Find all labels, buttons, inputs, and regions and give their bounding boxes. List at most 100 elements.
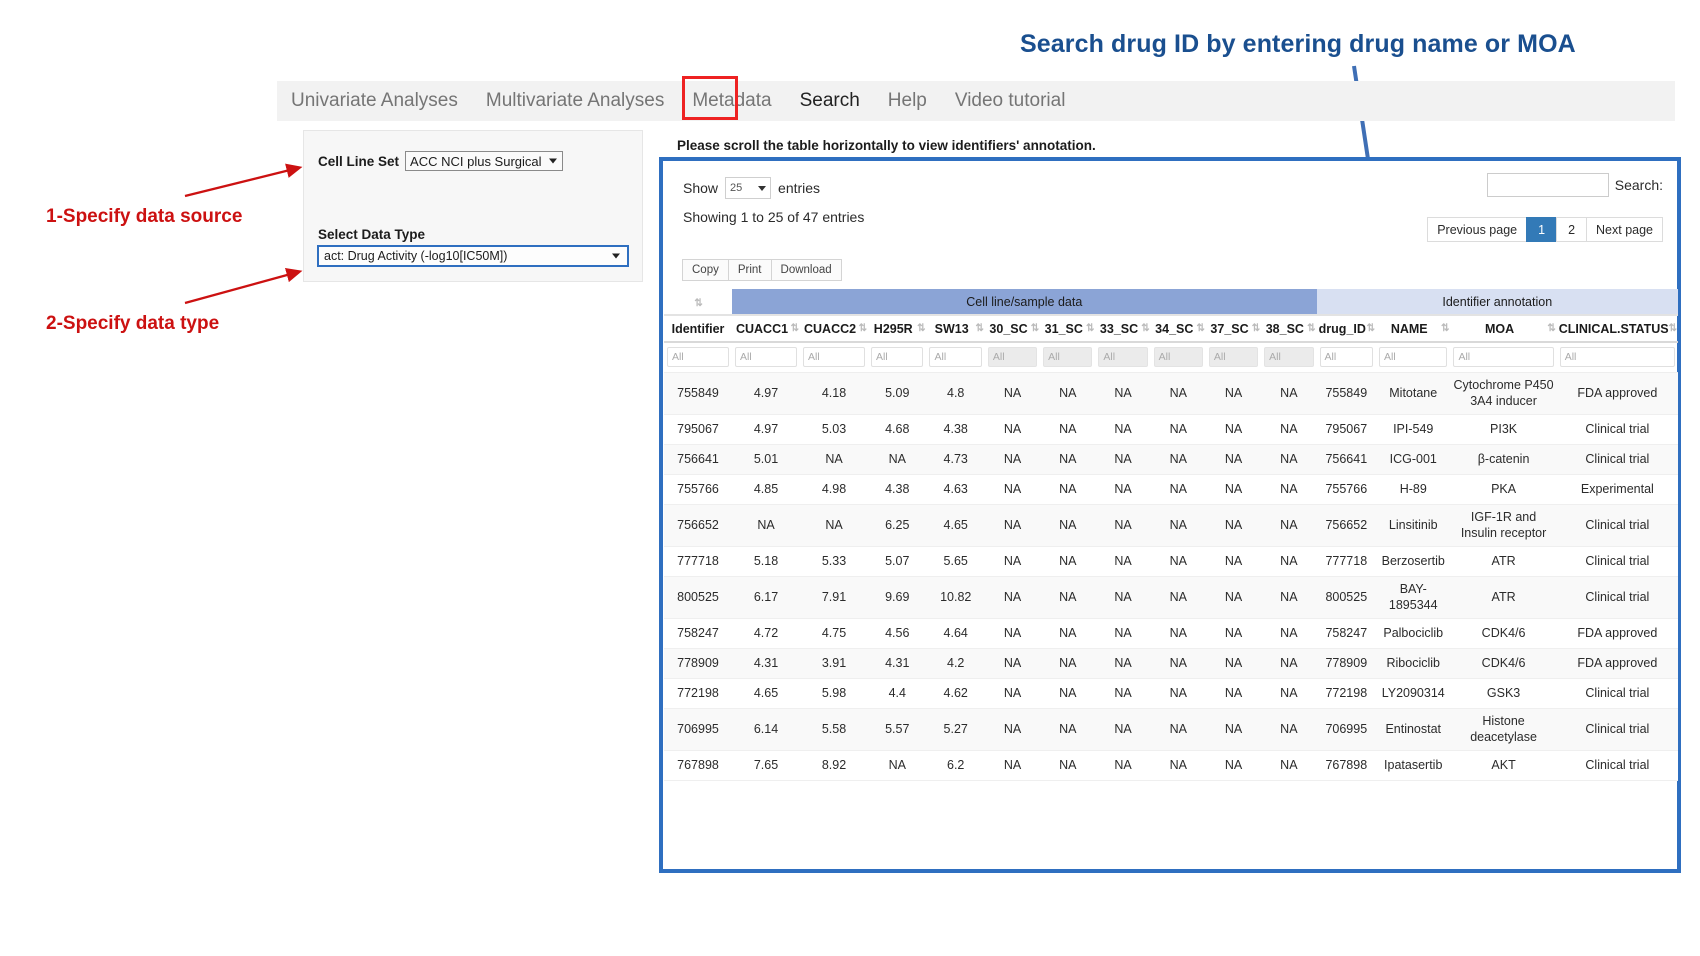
next-page-button[interactable]: Next page: [1586, 217, 1663, 242]
filter-input-31-sc[interactable]: All: [1043, 347, 1093, 368]
cell-cuacc2: 7.91: [800, 576, 869, 619]
cell-h295r: 4.38: [868, 474, 927, 505]
column-header-name[interactable]: NAME ⇅: [1376, 315, 1451, 343]
column-header-drug-id[interactable]: drug_ID ⇅: [1316, 315, 1377, 343]
cell-moa: ATR: [1450, 546, 1557, 577]
column-header-identifier[interactable]: Identifier: [664, 315, 733, 343]
nav-item-help[interactable]: Help: [887, 90, 927, 111]
showing-entries-info: Showing 1 to 25 of 47 entries: [683, 209, 865, 225]
filter-input-cuacc1[interactable]: All: [735, 347, 798, 368]
filter-input-moa[interactable]: All: [1453, 347, 1554, 368]
nav-item-search[interactable]: Search: [799, 90, 860, 111]
filter-input-name[interactable]: All: [1379, 347, 1448, 368]
copy-button[interactable]: Copy: [682, 259, 729, 281]
column-header-cuacc2[interactable]: CUACC2 ⇅: [800, 315, 869, 343]
cell-31-sc: NA: [1040, 414, 1096, 445]
results-table: ⇅ Cell line/sample data Identifier annot…: [664, 289, 1678, 781]
column-header-clinical-status[interactable]: CLINICAL.STATUS ⇅: [1556, 315, 1678, 343]
filter-input-drug-id[interactable]: All: [1319, 347, 1374, 368]
column-header-h295r[interactable]: H295R ⇅: [868, 315, 927, 343]
column-header-37-sc[interactable]: 37_SC ⇅: [1205, 315, 1262, 343]
column-label: 33_SC: [1099, 321, 1139, 336]
arrow-data-source: [184, 163, 303, 198]
cell-30-sc: NA: [984, 414, 1041, 445]
filter-input-37-sc[interactable]: All: [1208, 347, 1259, 368]
page-button-1[interactable]: 1: [1526, 217, 1558, 242]
cell-drug-id: 756652: [1316, 504, 1377, 547]
cell-sw13: 10.82: [926, 576, 985, 619]
filter-input-34-sc[interactable]: All: [1153, 347, 1203, 368]
filter-input-33-sc[interactable]: All: [1098, 347, 1148, 368]
group-header-cell-line-sample-data: Cell line/sample data: [732, 289, 1317, 316]
cell-identifier: 777718: [664, 546, 733, 577]
cell-30-sc: NA: [984, 750, 1041, 781]
page-button-2[interactable]: 2: [1556, 217, 1588, 242]
cell-drug-id: 756641: [1316, 444, 1377, 475]
cell-name: BAY-1895344: [1376, 576, 1451, 619]
column-header-sw13[interactable]: SW13 ⇅: [926, 315, 985, 343]
nav-item-video-tutorial[interactable]: Video tutorial: [954, 90, 1066, 111]
column-label: 37_SC: [1210, 321, 1249, 336]
column-header-moa[interactable]: MOA ⇅: [1450, 315, 1557, 343]
filter-input-cuacc2[interactable]: All: [803, 347, 866, 368]
nav-item-multivariate-analyses[interactable]: Multivariate Analyses: [485, 90, 665, 111]
sort-icon[interactable]: ⇅: [1668, 322, 1677, 334]
sort-icon[interactable]: ⇅: [975, 322, 984, 334]
filter-input-30-sc[interactable]: All: [987, 347, 1038, 368]
sort-icon[interactable]: ⇅: [1366, 322, 1375, 334]
sort-icon[interactable]: ⇅: [1086, 322, 1094, 334]
filter-input-38-sc[interactable]: All: [1264, 347, 1314, 368]
cell-cuacc1: 5.01: [732, 444, 801, 475]
column-header-31-sc[interactable]: 31_SC ⇅: [1040, 315, 1096, 343]
filter-input-clinical-status[interactable]: All: [1559, 347, 1675, 368]
cell-h295r: 4.31: [868, 648, 927, 679]
data-type-select[interactable]: act: Drug Activity (-log10[IC50M]): [317, 245, 629, 267]
column-header-row: Identifier CUACC1 ⇅ CUACC2 ⇅ H295R ⇅ SW13 ⇅ …: [664, 315, 1678, 343]
column-header-30-sc[interactable]: 30_SC ⇅: [984, 315, 1041, 343]
sort-icon[interactable]: ⇅: [790, 322, 799, 334]
cell-38-sc: NA: [1261, 372, 1317, 415]
entries-per-page-select[interactable]: 25: [725, 177, 772, 199]
table-row: 756641 5.01 NA NA 4.73 NA NA NA NA NA NA 756641 ICG-…: [664, 444, 1678, 475]
sort-icon[interactable]: ⇅: [1251, 322, 1260, 334]
cell-h295r: 4.68: [868, 414, 927, 445]
nav-item-metadata[interactable]: Metadata: [692, 90, 772, 111]
column-header-33-sc[interactable]: 33_SC ⇅: [1095, 315, 1151, 343]
sort-icon[interactable]: ⇅: [1030, 322, 1039, 334]
group-header-sort-cell[interactable]: ⇅: [664, 289, 733, 316]
filter-input-h295r[interactable]: All: [871, 347, 924, 368]
annotation-title: Search drug ID by entering drug name or …: [1020, 30, 1576, 58]
table-search-input[interactable]: [1486, 173, 1609, 197]
cell-clinical-status: Clinical trial: [1556, 444, 1678, 475]
cell-clinical-status: Clinical trial: [1556, 678, 1678, 709]
download-button[interactable]: Download: [770, 259, 842, 281]
nav-item-univariate-analyses[interactable]: Univariate Analyses: [291, 90, 458, 111]
cell-h295r: 5.57: [868, 708, 927, 751]
cell-31-sc: NA: [1040, 372, 1096, 415]
filter-input-identifier[interactable]: All: [667, 347, 730, 368]
cell-33-sc: NA: [1095, 678, 1151, 709]
cell-line-set-label: Cell Line Set: [318, 153, 400, 169]
cell-37-sc: NA: [1205, 708, 1262, 751]
column-header-cuacc1[interactable]: CUACC1 ⇅: [732, 315, 801, 343]
sort-icon[interactable]: ⇅: [1141, 322, 1149, 334]
column-header-38-sc[interactable]: 38_SC ⇅: [1261, 315, 1317, 343]
table-row: 777718 5.18 5.33 5.07 5.65 NA NA NA NA NA NA 777718…: [664, 546, 1678, 577]
sort-icon[interactable]: ⇅: [1196, 322, 1205, 334]
previous-page-button[interactable]: Previous page: [1427, 217, 1528, 242]
cell-34-sc: NA: [1150, 576, 1206, 619]
cell-30-sc: NA: [984, 708, 1041, 751]
column-header-34-sc[interactable]: 34_SC ⇅: [1150, 315, 1206, 343]
sort-icon[interactable]: ⇅: [1307, 322, 1315, 334]
cell-line-set-select[interactable]: ACC NCI plus Surgical: [405, 151, 563, 171]
sort-icon[interactable]: ⇅: [917, 322, 925, 334]
sort-icon[interactable]: ⇅: [1547, 322, 1555, 334]
cell-name: Entinostat: [1376, 708, 1451, 751]
sort-icon[interactable]: ⇅: [858, 322, 867, 334]
table-row: 706995 6.14 5.58 5.57 5.27 NA NA NA NA NA NA 706995…: [664, 708, 1678, 751]
sort-icon[interactable]: ⇅: [1441, 322, 1449, 334]
filter-input-sw13[interactable]: All: [929, 347, 982, 368]
cell-h295r: 4.56: [868, 618, 927, 649]
print-button[interactable]: Print: [727, 259, 772, 281]
cell-moa: CDK4/6: [1450, 648, 1557, 679]
